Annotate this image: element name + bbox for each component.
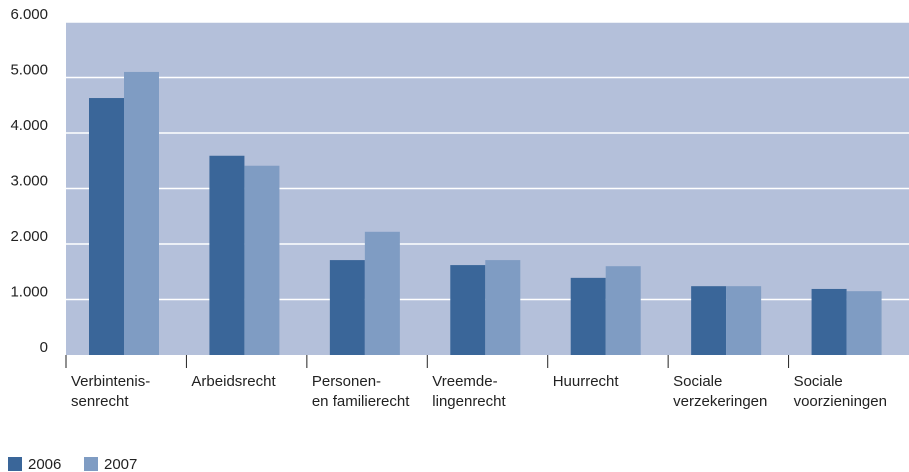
y-tick-label: 2.000 xyxy=(10,228,48,245)
y-tick-label: 4.000 xyxy=(10,117,48,134)
x-tick-label: lingenrecht xyxy=(432,393,506,410)
bar xyxy=(209,155,245,355)
bar xyxy=(89,98,124,355)
x-tick-label: Huurrecht xyxy=(553,373,620,390)
x-tick-label: Vreemde- xyxy=(432,373,497,390)
bar xyxy=(605,266,641,355)
bar xyxy=(450,265,486,355)
legend-label: 2007 xyxy=(104,456,137,472)
bar xyxy=(691,286,727,355)
y-tick-label: 0 xyxy=(40,339,48,356)
x-tick-label: voorzieningen xyxy=(794,393,887,410)
y-tick-label: 1.000 xyxy=(10,283,48,300)
x-tick-label: Verbintenis- xyxy=(71,373,150,390)
x-tick-label: senrecht xyxy=(71,393,129,410)
bar xyxy=(244,165,280,355)
x-tick-label: en familierecht xyxy=(312,393,410,410)
legend-swatch xyxy=(8,457,22,471)
x-tick-label: Arbeidsrecht xyxy=(191,373,276,390)
legend-swatch xyxy=(84,457,98,471)
bar xyxy=(811,288,847,355)
bar xyxy=(329,260,365,355)
bar xyxy=(846,291,882,355)
x-tick-label: Sociale xyxy=(673,373,722,390)
legend-label: 2006 xyxy=(28,456,61,472)
bar xyxy=(570,277,606,355)
bar xyxy=(726,286,762,355)
y-tick-label: 6.000 xyxy=(10,6,48,23)
bar xyxy=(364,231,400,355)
bar xyxy=(124,71,159,355)
x-tick-label: Personen- xyxy=(312,373,381,390)
x-tick-label: Sociale xyxy=(794,373,843,390)
y-tick-label: 3.000 xyxy=(10,172,48,189)
y-tick-label: 5.000 xyxy=(10,61,48,78)
bar xyxy=(485,260,521,355)
x-tick-label: verzekeringen xyxy=(673,393,767,410)
